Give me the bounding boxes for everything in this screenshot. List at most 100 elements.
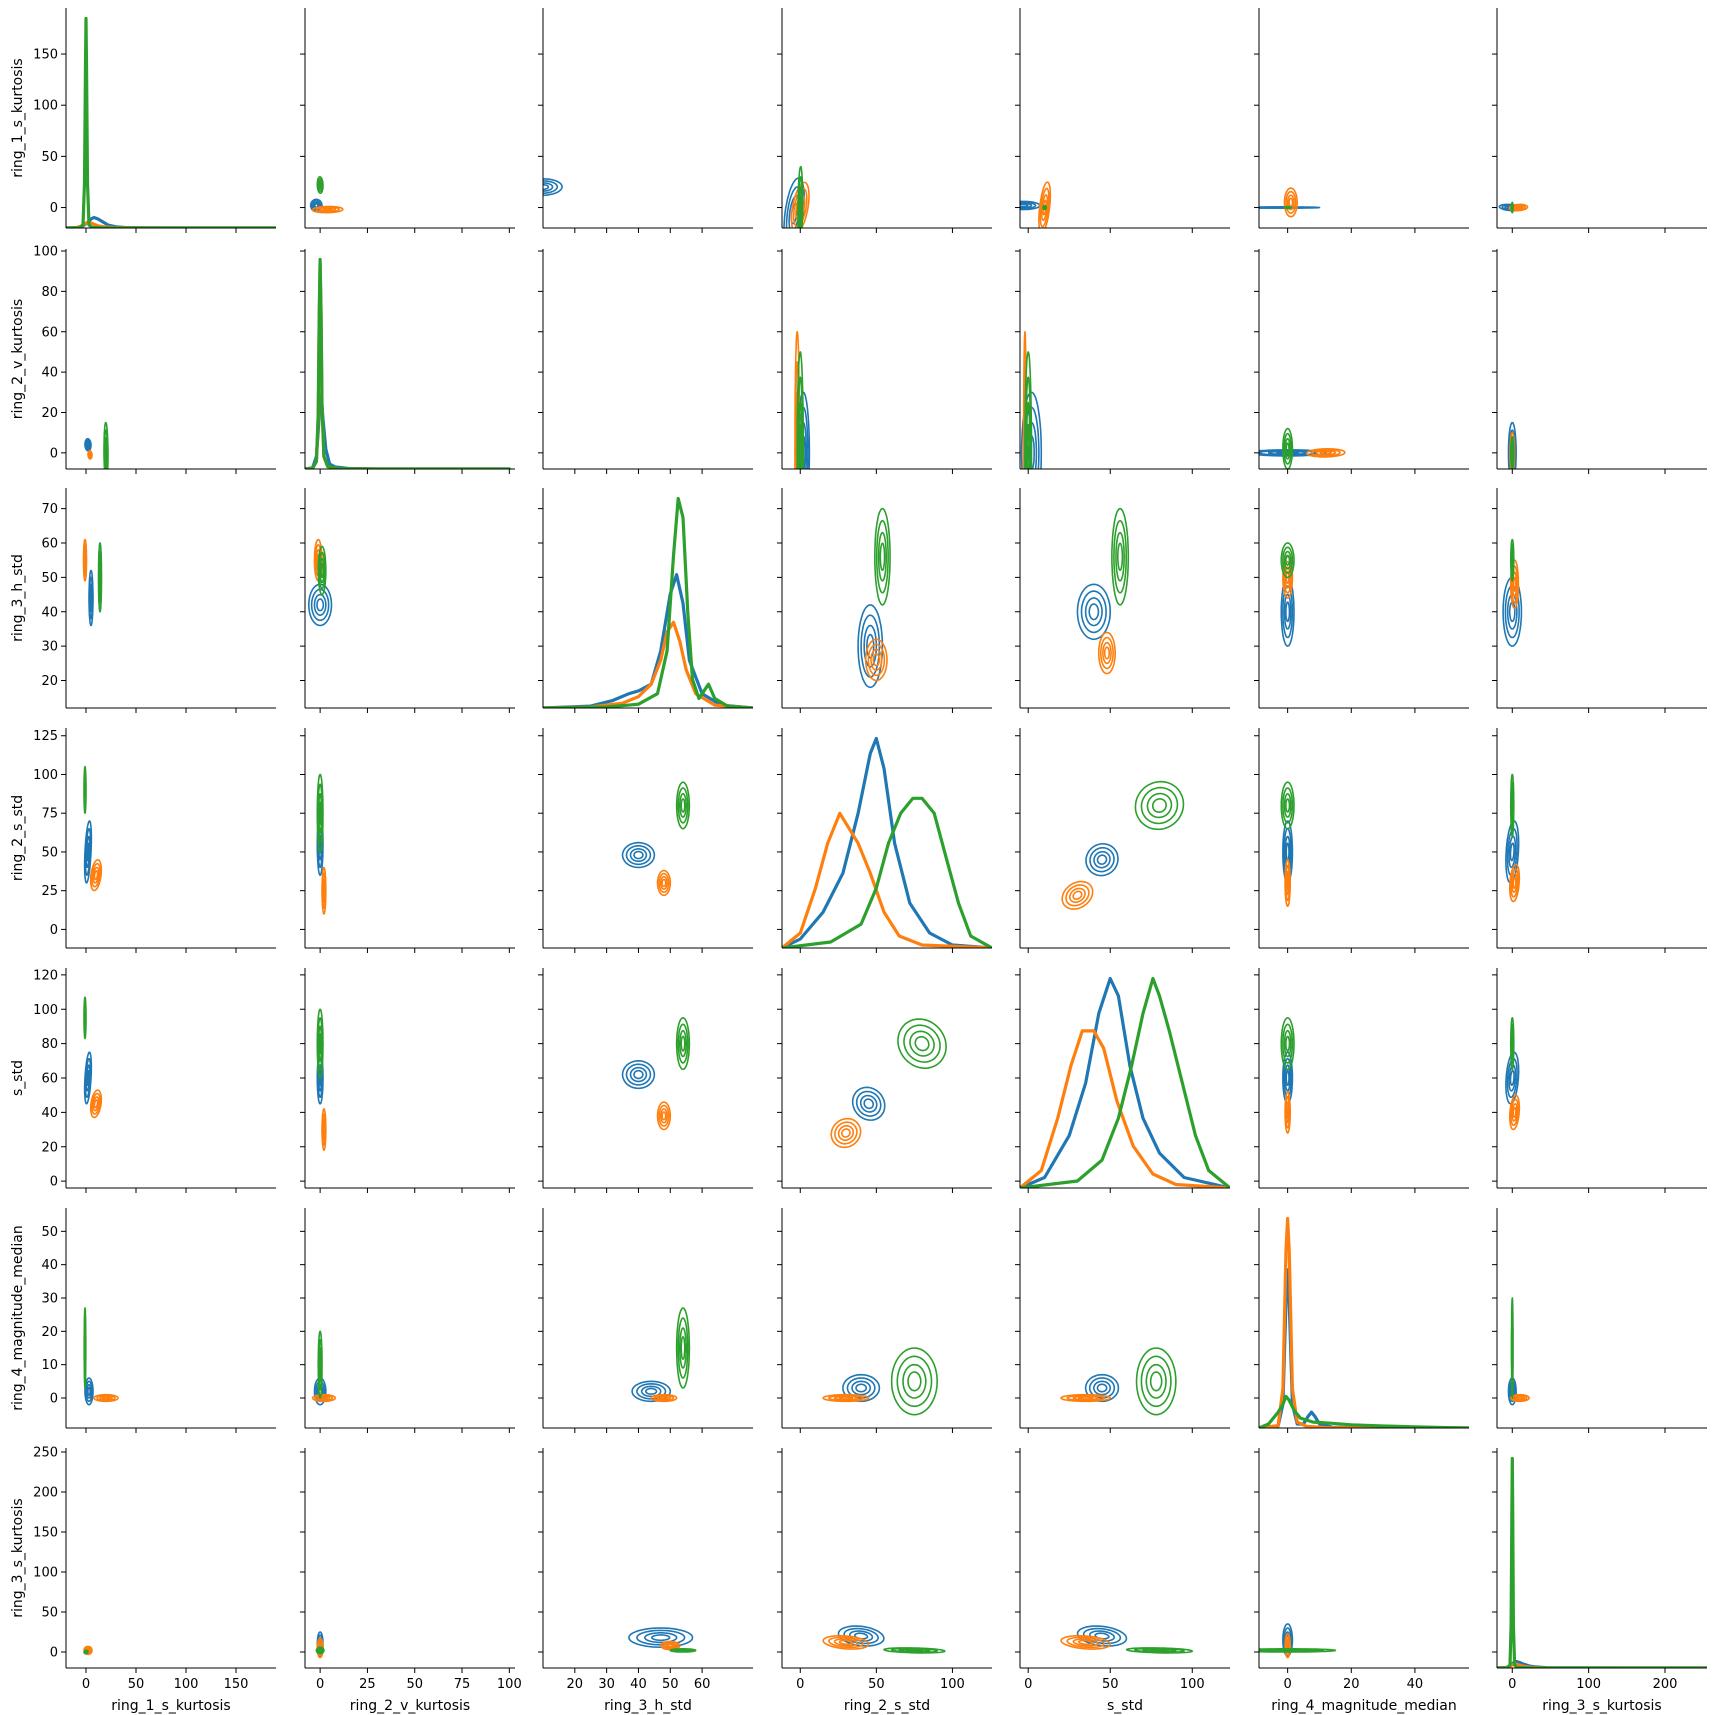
kde-contour-series-1	[853, 1632, 869, 1640]
kde-contour-series-3	[675, 1017, 691, 1071]
kde-contour-series-2	[1508, 863, 1521, 903]
x-tick-label: 25	[359, 1677, 376, 1692]
kde-contour-series-3	[1511, 796, 1514, 815]
x-tick-label: 40	[1407, 1677, 1424, 1692]
kde-contour-series-2	[659, 875, 668, 890]
kde-contour-series-2	[314, 1394, 334, 1402]
plot-area	[1259, 187, 1321, 218]
kde-contour-series-3	[680, 1336, 686, 1360]
kde-contour-series-2	[93, 1099, 99, 1109]
kde-contour-series-3	[506, 407, 516, 498]
kde-contour-series-2	[1286, 1105, 1290, 1119]
kde-contour-series-2	[1065, 884, 1090, 907]
y-tick-label: 80	[41, 1037, 58, 1052]
kde-contour-series-3	[798, 423, 802, 469]
kde-contour-series-3	[875, 519, 889, 594]
kde-contour-series-1	[629, 1066, 648, 1083]
kde-contour-series-3	[909, 1030, 935, 1057]
kde-contour-series-3	[502, 205, 507, 214]
kde-contour-series-1	[1093, 1380, 1111, 1396]
kde-contour-series-5	[513, 202, 523, 209]
kde-contour-series-1	[1285, 1070, 1290, 1086]
subplot-ring_2_v_kurtosis-vs-ring_1_s_kurtosis: 0 20 40 60 80 100 ring_2_v_kurtosis	[10, 245, 276, 474]
kde-curve-series-1	[543, 573, 753, 708]
plot-area	[1507, 421, 1517, 469]
plot-area	[1259, 427, 1346, 469]
kde-contour-series-3	[83, 1011, 87, 1025]
kde-contour-series-3	[678, 1649, 688, 1652]
kde-contour-series-2	[317, 1395, 331, 1401]
kde-contour-series-1	[651, 1634, 671, 1642]
y-axis-label: ring_3_h_std	[10, 554, 26, 642]
kde-contour-series-3	[1511, 1035, 1514, 1052]
y-tick-label: 20	[41, 674, 58, 689]
kde-contour-series-1	[308, 583, 333, 627]
kde-contour-series-3	[1135, 1347, 1177, 1416]
kde-contour-series-2	[311, 205, 344, 214]
kde-contour-series-2	[512, 187, 518, 224]
plot-area	[1060, 1625, 1194, 1654]
kde-contour-series-2	[91, 862, 101, 888]
x-axis-label: ring_2_v_kurtosis	[350, 1698, 470, 1714]
x-tick-label: 0	[1508, 1677, 1516, 1692]
y-axis-label: s_std	[10, 1060, 26, 1096]
kde-contour-series-1	[1096, 1383, 1108, 1393]
kde-contour-series-2	[658, 1104, 670, 1127]
kde-contour-series-3	[1115, 531, 1125, 582]
kde-contour-series-1	[633, 1069, 644, 1080]
kde-contour-series-1	[543, 180, 559, 195]
x-tick-label: 50	[1102, 1677, 1119, 1692]
x-tick-label: 100	[174, 1677, 199, 1692]
x-tick-label: 100	[1576, 1677, 1601, 1692]
x-tick-label: 30	[598, 1677, 615, 1692]
subplot-ring_3_s_kurtosis-vs-ring_2_v_kurtosis: 0 25 50 75 100 ring_2_v_kurtosis	[300, 1448, 522, 1714]
kde-contour-series-3	[1024, 376, 1032, 469]
kde-contour-series-4	[515, 207, 634, 211]
plot-area	[1280, 1017, 1295, 1134]
subplot-ring_2_v_kurtosis-vs-ring_4_magnitude_median	[1254, 249, 1469, 474]
plot-area	[502, 178, 634, 224]
x-tick-label: 0	[82, 1677, 90, 1692]
kde-contour-series-1	[543, 182, 554, 192]
y-tick-label: 50	[41, 150, 58, 165]
kde-contour-series-2	[838, 1396, 854, 1400]
plot-area	[631, 1307, 691, 1403]
kde-contour-series-3	[1285, 554, 1291, 566]
plot-area	[1502, 538, 1523, 647]
kde-contour-series-3	[1026, 423, 1030, 469]
kde-contour-series-3	[1511, 447, 1514, 459]
kde-contour-series-3	[890, 1347, 938, 1416]
kde-contour-series-3	[1282, 546, 1294, 574]
kde-contour-series-1	[1093, 850, 1111, 869]
y-tick-label: 60	[41, 1072, 58, 1087]
kde-contour-series-2	[1509, 1393, 1530, 1403]
kde-contour-series-1	[857, 604, 884, 689]
kde-contour-series-3	[1149, 1371, 1163, 1392]
kde-contour-series-2	[101, 1396, 111, 1400]
y-axis-label: ring_4_magnitude_median	[10, 1225, 26, 1411]
kde-contour-series-2	[1098, 631, 1116, 675]
y-tick-label: 100	[33, 99, 58, 114]
kde-contour-series-3	[317, 545, 327, 596]
kde-contour-series-3	[1140, 1355, 1172, 1408]
kde-contour-series-2	[1315, 450, 1337, 456]
kde-contour-series-2	[659, 1396, 669, 1400]
kde-contour-series-2	[1514, 205, 1522, 210]
kde-contour-series-5	[514, 203, 521, 207]
subplot-ring_1_s_kurtosis-vs-ring_3_h_std	[502, 8, 753, 233]
kde-contour-series-3	[675, 781, 691, 830]
kde-contour-series-1	[1508, 1064, 1517, 1092]
x-tick-label: 0	[316, 1677, 324, 1692]
x-tick-label: 200	[1653, 1677, 1678, 1692]
kde-contour-series-2	[92, 1096, 100, 1112]
kde-contour-series-2	[830, 1117, 862, 1149]
kde-contour-series-4	[333, 198, 337, 200]
kde-contour-series-3	[1282, 787, 1294, 824]
kde-contour-series-3	[1280, 1017, 1295, 1071]
x-tick-label: 0	[796, 1677, 804, 1692]
kde-curve-series-1	[305, 392, 511, 469]
subplot-ring_3_s_kurtosis-vs-s_std: 0 50 100 s_std	[1015, 1448, 1230, 1714]
kde-contour-series-1	[514, 413, 520, 494]
kde-contour-series-3	[318, 181, 322, 189]
kde-contour-series-1	[517, 442, 519, 465]
